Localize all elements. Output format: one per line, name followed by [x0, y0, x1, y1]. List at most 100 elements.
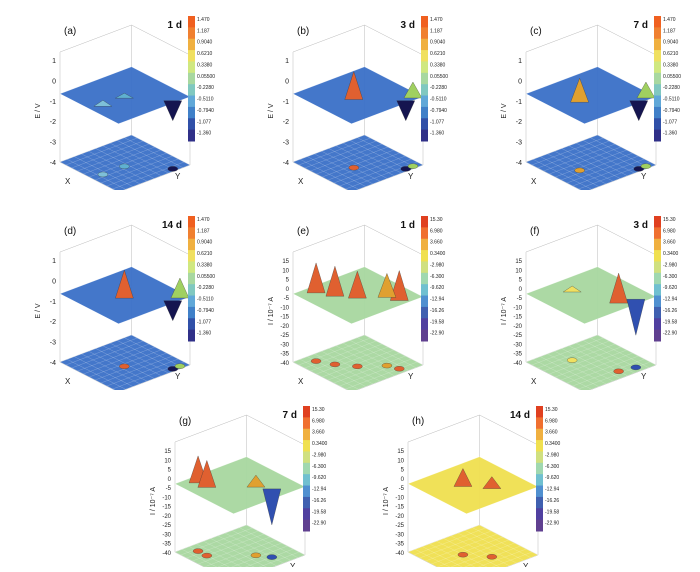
z-tick-label: -40	[395, 551, 404, 557]
surface-peak	[570, 77, 589, 103]
colorbar-label: -1.077	[197, 319, 211, 325]
colorbar-label: -0.5110	[197, 297, 214, 303]
contour-spot	[381, 362, 393, 369]
panel-label: (c)	[530, 26, 542, 37]
panel-label: (f)	[530, 226, 539, 237]
z-tick-label: -20	[280, 324, 289, 330]
colorbar-label: 0.3400	[545, 441, 561, 447]
colorbar-label: -12.94	[663, 297, 677, 303]
colorbar-label: -16.26	[545, 498, 559, 504]
surface-peak	[377, 272, 397, 298]
panel-label: (h)	[412, 416, 424, 427]
colorbar-segment	[303, 474, 310, 487]
grid-line	[109, 142, 169, 174]
surface-plane	[174, 456, 306, 514]
top-edge	[407, 414, 539, 446]
grid-line	[575, 142, 635, 174]
colorbar-segment	[536, 417, 543, 430]
colorbar-label: -1.360	[197, 331, 211, 337]
contour-spot	[394, 366, 405, 372]
x-axis-label: X	[531, 377, 537, 386]
z-tick-label: -35	[395, 542, 404, 548]
panel-label: (d)	[64, 226, 76, 237]
colorbar-segment	[654, 329, 661, 342]
colorbar-label: 3.660	[663, 240, 676, 246]
colorbar-label: 1.470	[663, 17, 676, 23]
colorbar-label: 1.470	[197, 217, 210, 223]
grid-line	[566, 355, 639, 384]
top-edge	[174, 414, 306, 446]
grid-line	[328, 352, 400, 381]
panel-label: (e)	[297, 226, 309, 237]
colorbar-label: -19.58	[312, 509, 326, 515]
colorbar-segment	[421, 227, 428, 240]
grid-line	[572, 358, 645, 387]
top-edge	[525, 224, 657, 256]
z-tick-label: 10	[282, 268, 289, 274]
colorbar-label: 6.980	[663, 228, 676, 234]
colorbar-label: -6.300	[430, 274, 444, 280]
x-axis-label: X	[298, 377, 304, 386]
colorbar-segment	[421, 61, 428, 74]
colorbar-label: 3.660	[430, 240, 443, 246]
panel-f: 15 10 5 0 -5 -10 -15 -20 -25 -30 -35 -40 I / 10⁻⁷ A X…	[466, 200, 699, 393]
contour-spot	[250, 552, 262, 558]
z-tick-label: 0	[401, 477, 405, 483]
colorbar-segment	[536, 519, 543, 532]
z-axis-label: E / V	[35, 303, 42, 319]
z-tick-label: -10	[280, 305, 289, 311]
colorbar-segment	[654, 106, 661, 119]
colorbar-segment	[303, 417, 310, 430]
grid-line	[590, 137, 649, 168]
colorbar-segment	[188, 261, 195, 274]
colorbar-label: 0.3400	[312, 441, 328, 447]
surface-peak	[262, 488, 282, 525]
top-edge	[59, 24, 191, 56]
colorbar-segment	[421, 272, 428, 285]
panel-e: 15 10 5 0 -5 -10 -15 -20 -25 -30 -35 -40 I / 10⁻⁷ A X…	[233, 200, 466, 393]
grid-line	[239, 527, 298, 558]
top-edge	[292, 24, 424, 56]
colorbar-segment	[303, 496, 310, 509]
colorbar-segment	[654, 318, 661, 331]
grid-line	[109, 342, 169, 374]
colorbar-label: 1.187	[197, 28, 210, 34]
colorbar-label: -1.360	[430, 131, 444, 137]
grid-line	[561, 348, 621, 379]
z-tick-label: -5	[517, 296, 523, 302]
z-tick-label: -1	[516, 99, 522, 106]
colorbar-segment	[303, 451, 310, 464]
colorbar-segment	[188, 16, 195, 28]
contour-plane	[174, 524, 306, 572]
z-axis-label: E / V	[268, 103, 275, 119]
z-tick-label: 0	[519, 287, 523, 293]
grid-line	[335, 345, 395, 376]
z-tick-label: -4	[50, 160, 56, 167]
colorbar-label: 3.660	[312, 430, 325, 436]
colorbar-segment	[654, 118, 661, 131]
colorbar-segment	[536, 474, 543, 487]
grid-line	[583, 140, 642, 171]
surface-peak	[344, 71, 363, 100]
surface-peak	[348, 270, 367, 299]
colorbar-label: -0.2280	[663, 85, 680, 91]
contour-spot	[352, 363, 363, 370]
colorbar-label: 0.05500	[663, 74, 681, 80]
colorbar-segment	[303, 462, 310, 475]
day-label: 3 d	[634, 220, 648, 231]
surface-peak	[396, 100, 416, 122]
surface-plane	[407, 456, 539, 514]
day-label: 1 d	[401, 220, 415, 231]
colorbar-label: -22.90	[545, 521, 559, 527]
contour-plane	[525, 134, 657, 193]
grid-line	[333, 355, 406, 384]
colorbar-segment	[536, 496, 543, 509]
day-label: 1 d	[168, 20, 182, 31]
grid-line	[342, 342, 402, 374]
x-axis-label: X	[65, 377, 71, 386]
colorbar-segment	[654, 50, 661, 62]
colorbar-label: 0.05500	[197, 274, 215, 280]
z-tick-label: -30	[162, 532, 171, 538]
colorbar-label: -0.7940	[197, 108, 214, 114]
colorbar-label: -22.90	[430, 331, 444, 337]
